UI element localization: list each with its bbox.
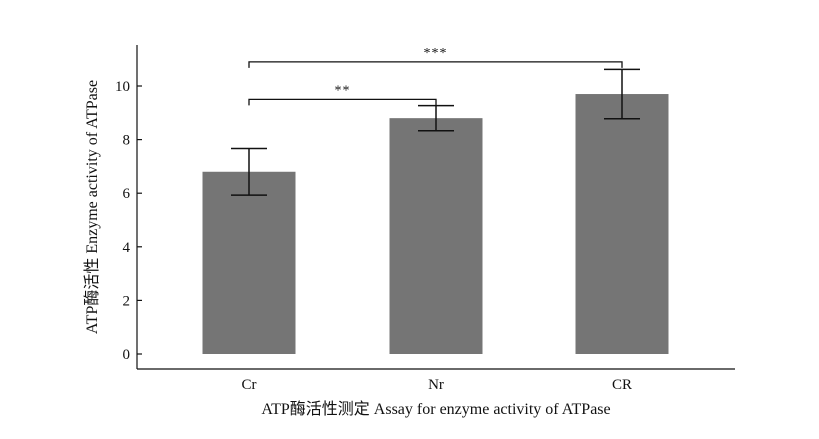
bar-nr [389, 118, 483, 354]
x-axis-title: ATP酶活性测定 Assay for enzyme activity of AT… [261, 400, 610, 418]
y-tick-label: 6 [123, 186, 131, 202]
x-tick-label: Nr [428, 377, 444, 393]
significance-bracket [248, 61, 623, 68]
error-bars [231, 68, 640, 196]
significance-bracket [248, 98, 437, 106]
y-tick-label: 8 [123, 133, 131, 149]
significance-label: *** [424, 46, 448, 61]
x-tick-label: Cr [242, 377, 257, 393]
significance-label: ** [335, 83, 351, 98]
y-tick-label: 10 [115, 79, 130, 95]
y-tick-label: 4 [123, 240, 131, 256]
bar-cr [575, 94, 669, 354]
y-axis-title: ATP酶活性 Enzyme activity of ATPase [83, 80, 101, 334]
significance-brackets: ***** [248, 46, 623, 106]
chart-axes [136, 45, 735, 370]
bars [202, 94, 669, 354]
y-ticks: 0 2 4 6 8 10 [115, 79, 142, 363]
x-tick-labels: Cr Nr CR [242, 377, 633, 393]
x-tick-label: CR [612, 377, 632, 393]
y-tick-label: 0 [123, 347, 131, 363]
bar-cr [202, 171, 296, 354]
y-tick-label: 2 [123, 293, 131, 309]
